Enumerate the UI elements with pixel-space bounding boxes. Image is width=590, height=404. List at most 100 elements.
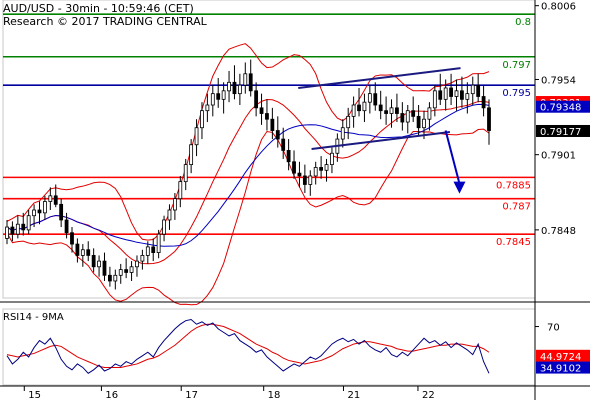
candle-body (91, 255, 96, 268)
candle-body (21, 223, 26, 231)
level-label: 0.795 (502, 88, 531, 99)
candle-body (422, 118, 426, 129)
candle-body (411, 110, 416, 117)
candle-body (351, 104, 356, 117)
candle-body (248, 73, 253, 92)
price-tick-label: 0.7848 (541, 226, 576, 237)
candle-body (129, 266, 134, 273)
candle-body (324, 164, 329, 171)
candle-body (313, 167, 318, 177)
rsi-line (6, 318, 490, 374)
ma-price-label: 0.79348 (540, 103, 581, 114)
candle-body (319, 167, 324, 171)
forecast-arrow-line (444, 130, 461, 184)
moving-average (6, 103, 490, 247)
candle-body (378, 104, 383, 112)
candle-body (183, 164, 188, 183)
candle-body (275, 130, 280, 140)
time-tick-label: 16 (105, 390, 118, 400)
candle-body (64, 219, 69, 234)
candle-body (254, 90, 259, 109)
candle-body (460, 90, 464, 100)
candle-body (172, 198, 177, 211)
candle-body (86, 249, 91, 256)
level-label: 0.797 (502, 60, 531, 71)
current-price-box (536, 124, 590, 137)
level-label: 0.8 (515, 17, 531, 28)
candle-body (384, 110, 389, 114)
forecast-arrow-head (453, 181, 466, 194)
candle-body (26, 215, 31, 231)
candle-body (438, 90, 443, 100)
candle-body (151, 246, 156, 253)
candle-body (454, 90, 459, 97)
candle-body (124, 269, 129, 273)
candle-body (432, 90, 437, 109)
time-tick-label: 22 (422, 390, 435, 400)
candle-body (237, 84, 242, 95)
candle-body (97, 260, 101, 268)
candle-body (243, 73, 248, 86)
candle-body (178, 181, 183, 200)
candle-body (292, 161, 296, 174)
ma-price-box (536, 100, 590, 113)
candle-body (59, 203, 64, 221)
candle-body (367, 93, 372, 103)
candle-body (167, 209, 172, 221)
candle-body (48, 195, 53, 202)
rsi-value-label: 34.9102 (540, 364, 581, 375)
copyright-text: Research © 2017 TRADING CENTRAL (3, 15, 207, 28)
candle-body (340, 127, 345, 140)
candle-body (389, 107, 394, 114)
rsi-title: RSI14 - 9MA (3, 312, 64, 323)
candle-body (221, 90, 226, 100)
candle-body (265, 113, 269, 120)
candle-body (194, 127, 199, 146)
candle-body (395, 107, 399, 114)
candle-body (286, 150, 291, 163)
rsi-ma-line (6, 323, 490, 368)
candle-body (135, 260, 139, 268)
candle-body (476, 84, 481, 97)
candle-body (270, 118, 275, 131)
candle-body (357, 104, 361, 112)
candle-body (427, 107, 432, 120)
rsi-tick-label: 70 (547, 323, 560, 334)
candle-body (405, 110, 410, 123)
candle-body (443, 87, 448, 100)
candle-body (232, 81, 237, 95)
level-label: 0.7845 (496, 237, 531, 248)
candle-body (162, 219, 166, 235)
level-label: 0.787 (502, 202, 531, 213)
candle-body (373, 93, 378, 106)
candle-body (113, 274, 118, 282)
candle-body (330, 152, 334, 166)
candle-body (362, 101, 367, 112)
channel-lower-line (311, 130, 451, 150)
candle-body (470, 84, 475, 95)
candle-body (189, 144, 194, 166)
candle-body (145, 246, 150, 256)
price-tick-label: 0.7901 (541, 151, 576, 162)
candle-body (481, 96, 486, 109)
candle-body (107, 274, 112, 282)
current-price-label: 0.79177 (540, 127, 581, 138)
candle-body (5, 226, 9, 239)
candle-body (156, 233, 161, 253)
candle-body (53, 195, 58, 205)
price-pane: 0.8 0.797 0.795 0.7885 0.787 0.7845 (2, 0, 536, 306)
chart-title: AUD/USD - 30min - 10:59:46 (CET) (3, 2, 194, 15)
candle-body (346, 115, 351, 129)
candle-body (200, 110, 204, 129)
time-tick-label: 17 (185, 390, 198, 400)
candle-body (10, 226, 15, 235)
candle-body (227, 81, 231, 92)
candle-body (80, 249, 85, 256)
candle-body (75, 243, 80, 256)
rsi-value-box (536, 349, 590, 362)
price-tick-label: 0.8006 (541, 2, 576, 13)
